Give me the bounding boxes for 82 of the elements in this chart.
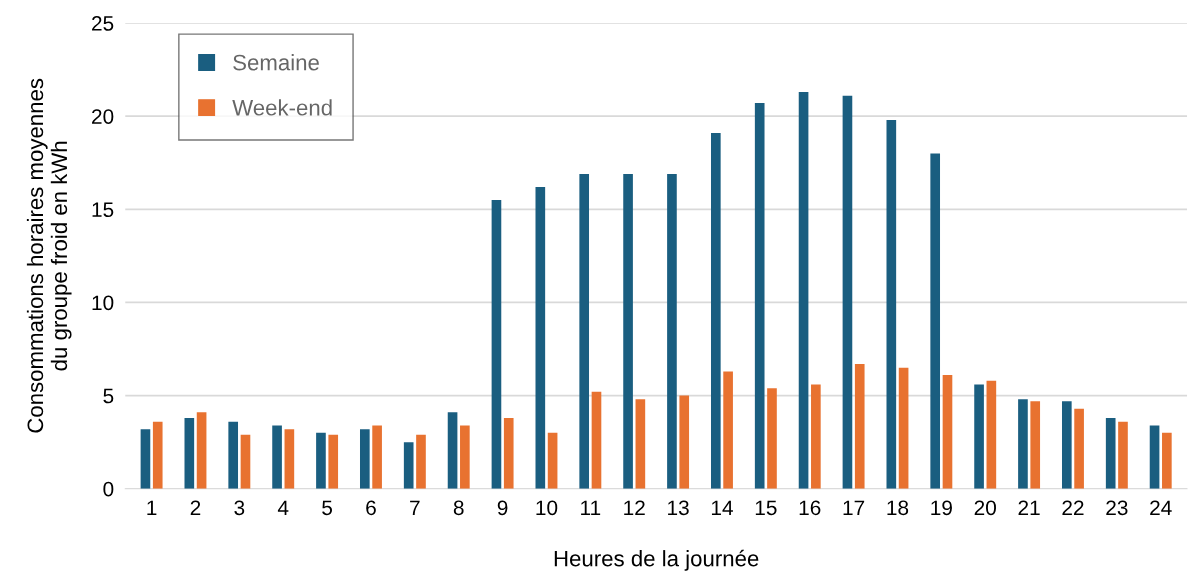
legend-label: Semaine: [233, 54, 319, 71]
bar: [679, 395, 690, 489]
bar: [710, 132, 721, 489]
bar: [184, 417, 195, 489]
bar: [942, 375, 953, 489]
bar: [842, 95, 853, 489]
bar: [591, 391, 602, 489]
bar: [986, 380, 997, 489]
bar: [152, 421, 163, 489]
x-tick-label: 22: [1062, 500, 1084, 515]
y-tick-label: 20: [92, 109, 114, 124]
bar: [1061, 401, 1072, 489]
bar: [1118, 421, 1128, 489]
bar: [228, 421, 239, 489]
bar: [328, 434, 339, 489]
bar: [535, 186, 546, 489]
bar: [798, 91, 809, 489]
bar: [360, 429, 370, 489]
x-tick-label: 20: [974, 500, 996, 516]
x-tick-label: 21: [1018, 500, 1040, 515]
x-tick-label: 14: [711, 500, 733, 515]
bar: [491, 199, 502, 489]
x-tick-label: 15: [755, 500, 777, 516]
y-tick-label: 15: [92, 202, 114, 218]
x-tick-label: 6: [366, 500, 376, 516]
x-tick-label: 11: [581, 500, 601, 515]
x-tick-label: 2: [190, 500, 201, 515]
bar: [140, 429, 151, 489]
bar: [1018, 399, 1028, 489]
x-tick-label: 13: [668, 500, 689, 516]
bar: [547, 432, 558, 489]
x-axis-title: Heures de la journée: [554, 549, 759, 571]
x-tick-label: 1: [147, 500, 157, 515]
bar: [403, 442, 414, 489]
bar: [284, 429, 295, 489]
bar: [316, 432, 326, 489]
legend-label: Week-end: [232, 99, 332, 116]
bar: [240, 434, 251, 489]
bar: [416, 434, 426, 489]
x-tick-label: 16: [799, 500, 821, 516]
x-tick-label: 7: [410, 500, 420, 515]
bar: [460, 425, 470, 489]
bar: [1105, 417, 1116, 489]
bar: [1074, 408, 1084, 489]
bar: [635, 399, 646, 489]
bar: [930, 153, 941, 489]
bar: [372, 425, 382, 489]
bar: [974, 384, 984, 489]
bar: [272, 425, 282, 489]
x-tick-label: 12: [624, 500, 645, 515]
x-tick-label: 17: [843, 500, 865, 515]
bar: [767, 388, 777, 489]
x-tick-label: 24: [1150, 500, 1172, 515]
y-tick-label: 0: [103, 481, 114, 497]
bar: [1162, 432, 1172, 489]
bar: [667, 173, 677, 489]
y-axis-title: Consommations horaires moyennes du groupe froid en kWh: [26, 78, 72, 433]
bar: [447, 412, 458, 489]
x-tick-label: 10: [536, 500, 558, 516]
bar: [886, 119, 897, 489]
x-tick-label: 5: [322, 500, 333, 516]
bar: [579, 173, 590, 489]
bar: [898, 367, 909, 489]
x-tick-label: 3: [234, 500, 245, 516]
bar: [196, 412, 207, 489]
x-tick-label: 8: [453, 500, 464, 516]
bar: [1149, 425, 1160, 489]
bar: [754, 103, 765, 489]
bar: [1030, 401, 1041, 489]
bar: [811, 384, 821, 489]
y-tick-label: 5: [103, 388, 114, 404]
x-tick-label: 23: [1106, 500, 1128, 516]
x-tick-label: 19: [931, 500, 952, 516]
bar: [723, 371, 733, 489]
y-tick-label: 10: [92, 295, 114, 311]
x-tick-label: 9: [497, 500, 508, 516]
y-tick-label: 25: [92, 16, 114, 31]
x-tick-label: 4: [277, 500, 289, 515]
bar: [854, 363, 865, 489]
x-tick-label: 18: [887, 500, 909, 516]
bar: [503, 417, 514, 489]
bar: [623, 173, 633, 489]
